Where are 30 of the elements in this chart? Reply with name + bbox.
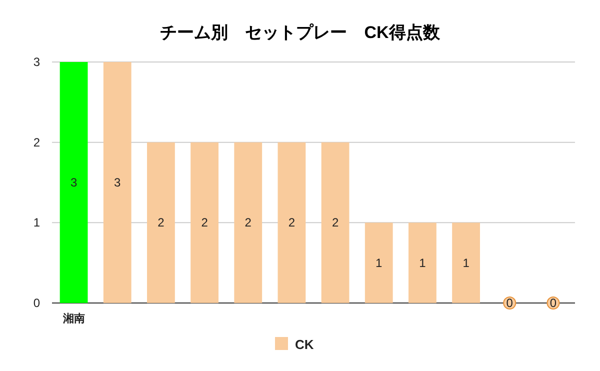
bar (321, 142, 350, 303)
bar (60, 62, 88, 303)
data-label: 2 (158, 216, 165, 230)
data-label: 0 (550, 296, 557, 310)
bar (190, 142, 218, 303)
legend: CK (275, 337, 314, 352)
bar (278, 142, 306, 303)
bar (147, 142, 175, 303)
data-label: 2 (332, 216, 339, 230)
data-label: 1 (419, 256, 426, 270)
bar (452, 222, 480, 303)
legend-label: CK (295, 337, 314, 352)
chart-title: チーム別 セットプレー CK得点数 (160, 23, 441, 42)
bar (103, 62, 132, 303)
data-label: 1 (462, 256, 470, 270)
data-label: 2 (201, 216, 208, 230)
data-label: 2 (244, 216, 252, 230)
data-label: 3 (114, 176, 122, 190)
bar (408, 222, 436, 303)
data-label: 2 (288, 216, 296, 230)
bar (234, 142, 262, 303)
x-tick-label: 湘南 (62, 312, 85, 325)
y-tick-label: 2 (33, 135, 40, 150)
y-tick-label: 0 (33, 296, 40, 310)
y-tick-label: 1 (33, 216, 40, 230)
bar (364, 222, 393, 303)
y-tick-label: 3 (33, 55, 40, 69)
data-label: 3 (70, 176, 78, 190)
data-label: 0 (506, 296, 514, 310)
data-label: 1 (376, 256, 383, 270)
